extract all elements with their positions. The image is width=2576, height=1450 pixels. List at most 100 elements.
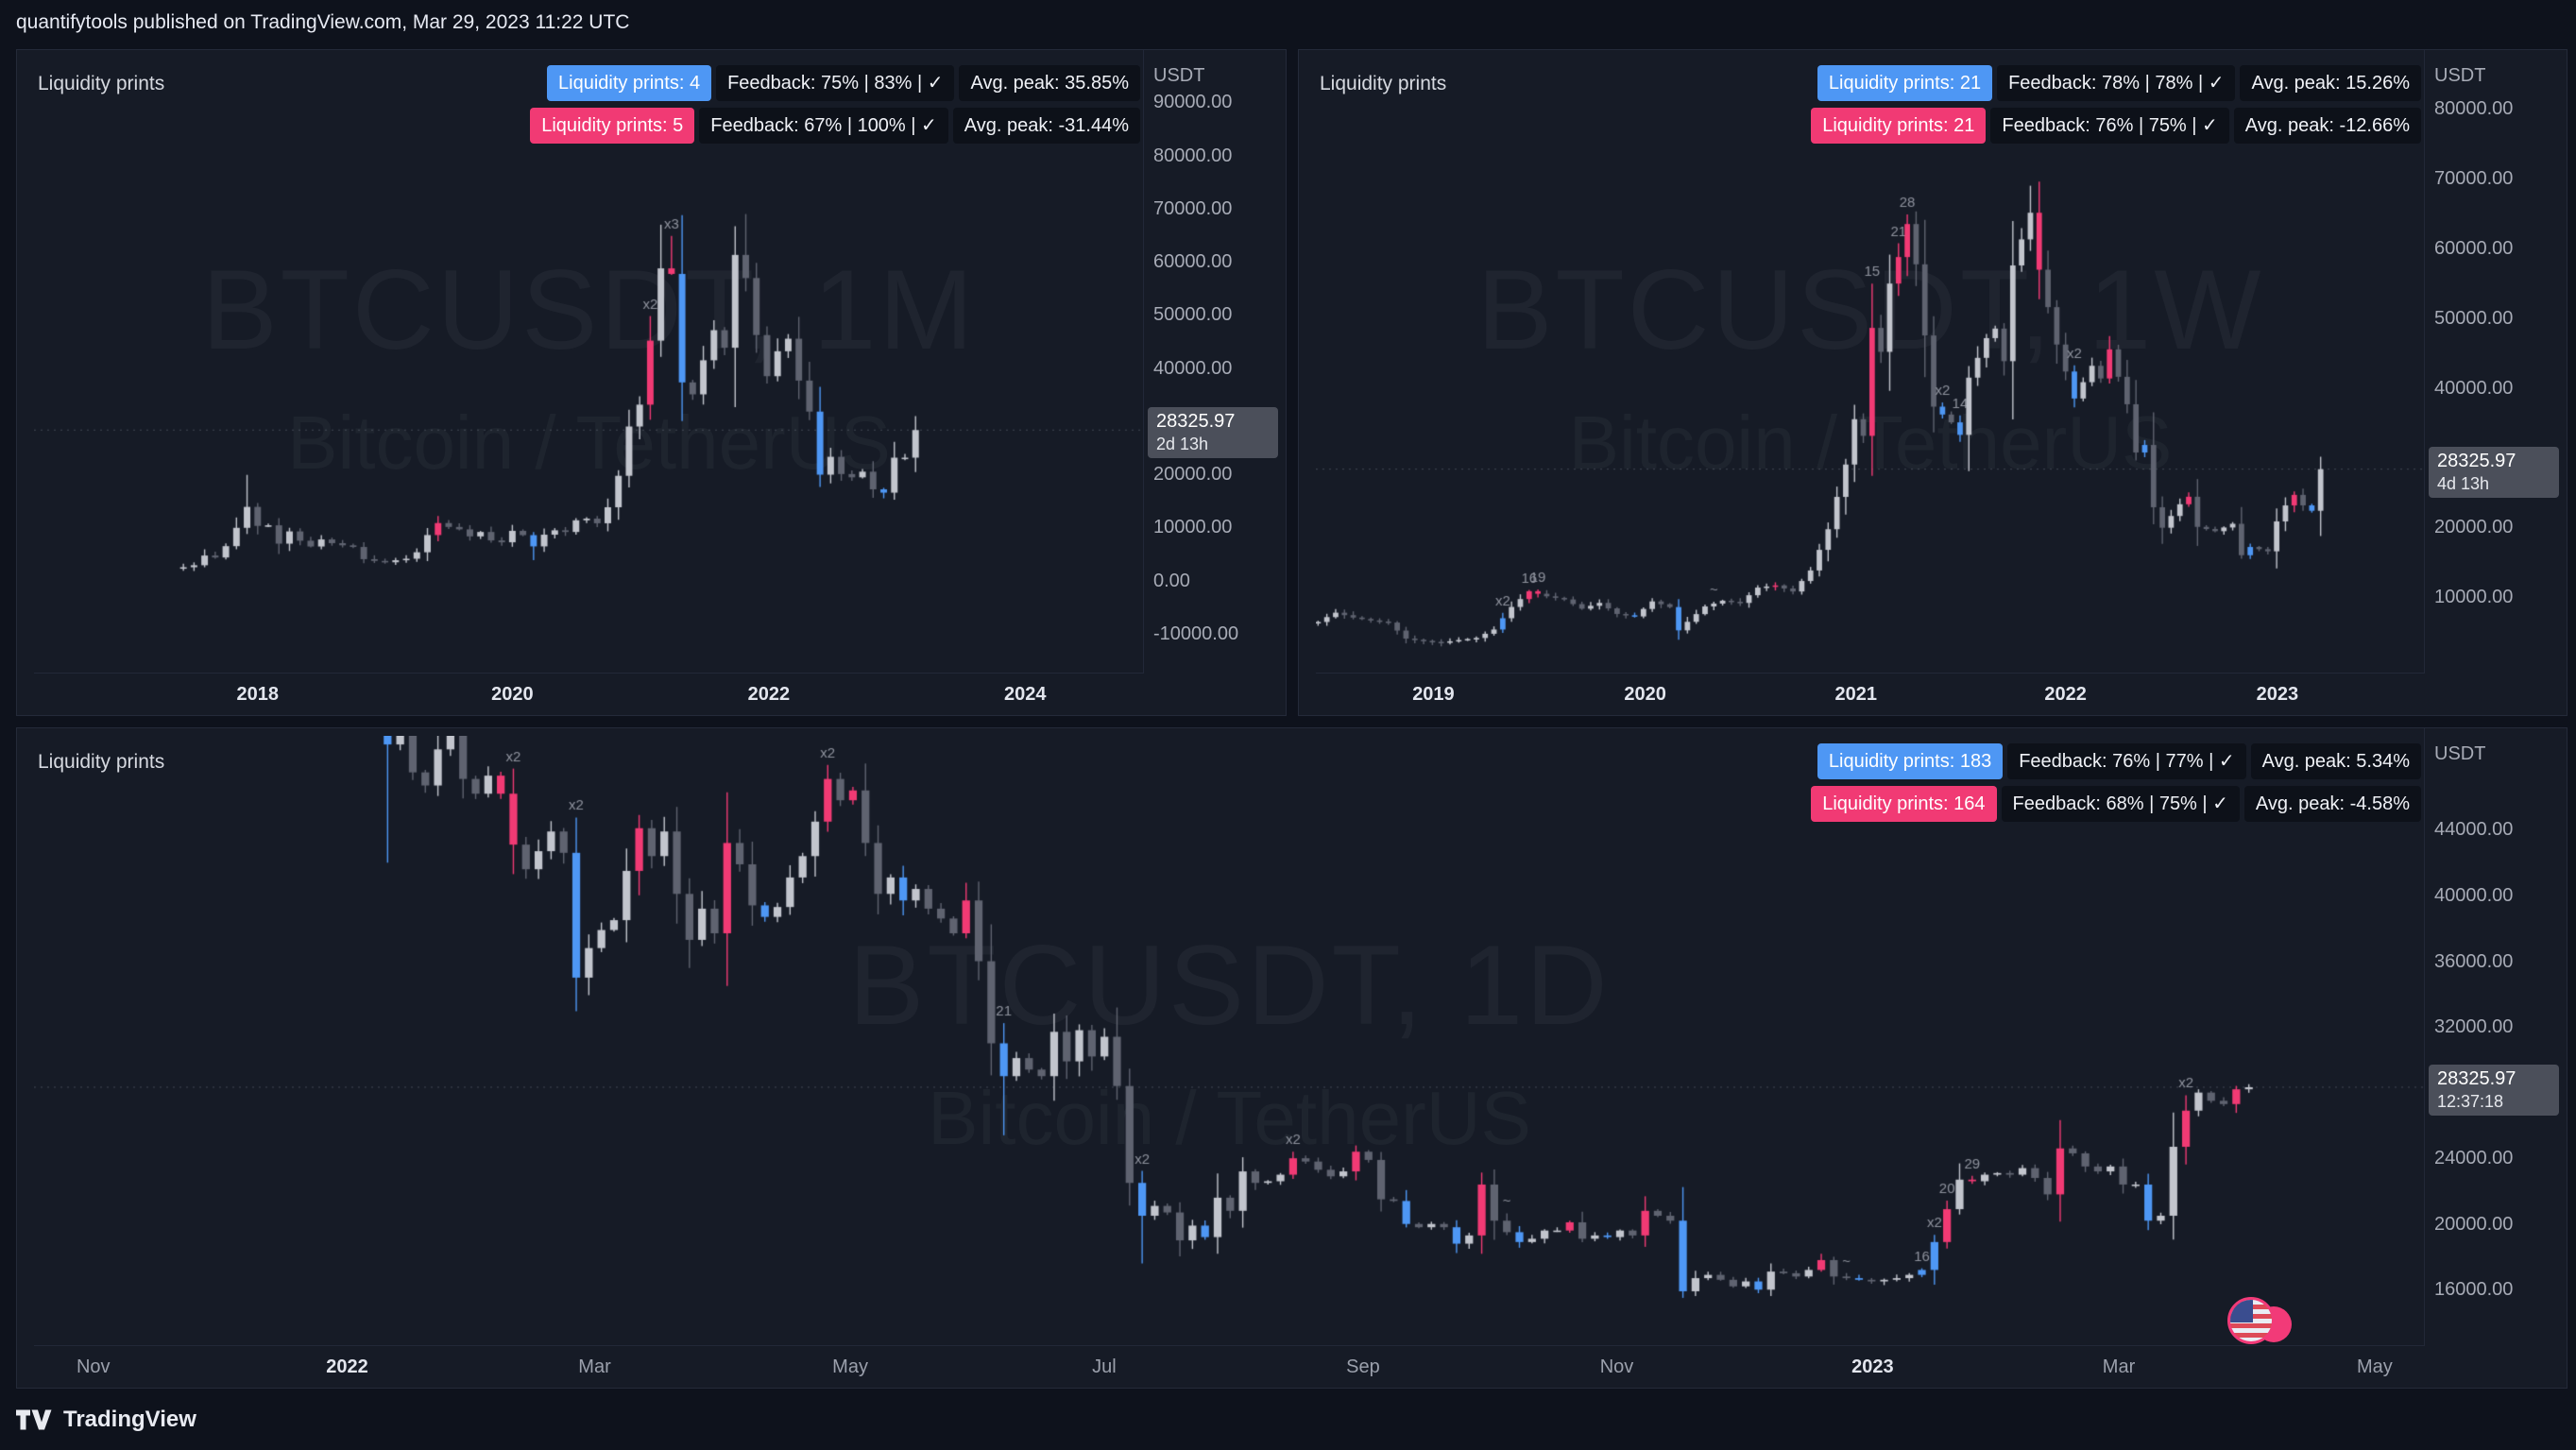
chart-plot-1w[interactable]: BTCUSDT, 1W Bitcoin / TetherUS Liquidity… [1316, 58, 2425, 674]
feedback-bull-badge: Feedback: 76% | 77% | ✓ [2007, 743, 2246, 779]
x-axis-tick: 2022 [747, 684, 791, 705]
feedback-bear-badge: Feedback: 67% | 100% | ✓ [699, 108, 948, 144]
feedback-bear-badge: Feedback: 68% | 75% | ✓ [2001, 786, 2240, 822]
x-axis-tick: 2024 [1004, 684, 1047, 705]
y-axis-tick: 50000.00 [2434, 307, 2514, 329]
current-price-label: 28325.97 2d 13h [1148, 407, 1278, 459]
price-value: 28325.97 [2437, 450, 2516, 471]
y-axis-tick: 60000.00 [2434, 237, 2514, 259]
currency-label: USDT [2434, 743, 2486, 764]
indicator-badges: Liquidity prints: 4 Feedback: 75% | 83% … [530, 65, 1140, 144]
y-axis-tick: 70000.00 [2434, 168, 2514, 190]
footer-brand[interactable]: TradingView [16, 1407, 196, 1433]
x-axis-tick: 2023 [2256, 684, 2299, 705]
current-price-label: 28325.97 4d 13h [2429, 446, 2559, 498]
x-axis-tick: 2023 [1851, 1356, 1894, 1377]
candlestick-canvas-1m[interactable] [34, 58, 1144, 674]
bull-badge-row: Liquidity prints: 183 Feedback: 76% | 77… [1817, 743, 2421, 779]
y-axis-tick: 32000.00 [2434, 1016, 2514, 1038]
chart-plot-1m[interactable]: BTCUSDT, 1M Bitcoin / TetherUS Liquidity… [34, 58, 1144, 674]
bear-badge-row: Liquidity prints: 164 Feedback: 68% | 75… [1811, 786, 2421, 822]
price-axis[interactable]: USDT 80000.00 70000.00 60000.00 50000.00 400… [2424, 50, 2567, 674]
time-axis[interactable]: Nov 2022 Mar May Jul Sep Nov 2023 Mar May [34, 1345, 2425, 1388]
bull-badge-row: Liquidity prints: 4 Feedback: 75% | 83% … [547, 65, 1140, 101]
x-axis-tick: May [2356, 1356, 2393, 1377]
x-axis-tick: Mar [2102, 1356, 2136, 1377]
indicator-title: Liquidity prints [1320, 73, 1447, 94]
y-axis-tick: 40000.00 [1153, 357, 1233, 379]
x-axis-tick: 2019 [1412, 684, 1455, 705]
bear-badge-row: Liquidity prints: 5 Feedback: 67% | 100%… [530, 108, 1140, 144]
candlestick-canvas-1d[interactable] [34, 736, 2425, 1346]
avg-peak-bull-badge: Avg. peak: 5.34% [2250, 743, 2421, 779]
y-axis-tick: 20000.00 [2434, 1213, 2514, 1235]
y-axis-tick: 40000.00 [2434, 885, 2514, 907]
liquidity-prints-bull-badge: Liquidity prints: 21 [1817, 65, 1993, 101]
indicator-badges: Liquidity prints: 183 Feedback: 76% | 77… [1811, 743, 2421, 822]
x-axis-tick: 2022 [2044, 684, 2087, 705]
x-axis-tick: Jul [1092, 1356, 1117, 1377]
y-axis-tick: 44000.00 [2434, 819, 2514, 841]
x-axis-tick: Nov [76, 1356, 111, 1377]
currency-label: USDT [2434, 65, 2486, 86]
y-axis-tick: 20000.00 [1153, 464, 1233, 486]
y-axis-tick: -10000.00 [1153, 623, 1239, 644]
us-flag-badge[interactable] [2227, 1297, 2275, 1344]
x-axis-tick: May [832, 1356, 868, 1377]
avg-peak-bear-badge: Avg. peak: -31.44% [952, 108, 1140, 144]
y-axis-tick: 80000.00 [2434, 98, 2514, 120]
bear-badge-row: Liquidity prints: 21 Feedback: 76% | 75%… [1811, 108, 2421, 144]
liquidity-prints-bear-badge: Liquidity prints: 5 [530, 108, 695, 144]
feedback-bear-badge: Feedback: 76% | 75% | ✓ [1990, 108, 2229, 144]
bar-countdown: 2d 13h [1156, 435, 1209, 454]
y-axis-tick: 60000.00 [1153, 251, 1233, 273]
y-axis-tick: 80000.00 [1153, 145, 1233, 166]
current-price-label: 28325.97 12:37:18 [2429, 1064, 2559, 1116]
liquidity-prints-bear-badge: Liquidity prints: 164 [1811, 786, 1997, 822]
y-axis-tick: 10000.00 [1153, 517, 1233, 538]
y-axis-tick: 40000.00 [2434, 377, 2514, 399]
avg-peak-bull-badge: Avg. peak: 15.26% [2240, 65, 2421, 101]
y-axis-tick: 50000.00 [1153, 304, 1233, 326]
x-axis-tick: 2022 [326, 1356, 368, 1377]
time-axis[interactable]: 2018 2020 2022 2024 [34, 673, 1144, 715]
bar-countdown: 12:37:18 [2437, 1091, 2504, 1111]
y-axis-tick: 90000.00 [1153, 92, 1233, 113]
indicator-badges: Liquidity prints: 21 Feedback: 78% | 78%… [1811, 65, 2421, 144]
indicator-title: Liquidity prints [38, 751, 165, 773]
liquidity-prints-bear-badge: Liquidity prints: 21 [1811, 108, 1987, 144]
x-axis-tick: Mar [578, 1356, 611, 1377]
price-value: 28325.97 [1156, 411, 1236, 433]
indicator-title: Liquidity prints [38, 73, 165, 94]
y-axis-tick: 70000.00 [1153, 197, 1233, 219]
avg-peak-bear-badge: Avg. peak: -4.58% [2243, 786, 2421, 822]
chart-panel-1w: BTCUSDT, 1W Bitcoin / TetherUS Liquidity… [1298, 49, 2567, 716]
price-axis[interactable]: USDT 90000.00 80000.00 70000.00 60000.00 500… [1143, 50, 1286, 674]
price-value: 28325.97 [2437, 1067, 2516, 1089]
x-axis-tick: 2020 [491, 684, 534, 705]
feedback-bull-badge: Feedback: 78% | 78% | ✓ [1997, 65, 2236, 101]
chart-plot-1d[interactable]: BTCUSDT, 1D Bitcoin / TetherUS Liquidity… [34, 736, 2425, 1346]
x-axis-tick: Sep [1346, 1356, 1380, 1377]
x-axis-tick: 2020 [1624, 684, 1666, 705]
liquidity-prints-bull-badge: Liquidity prints: 183 [1817, 743, 2004, 779]
tradingview-logo[interactable] [16, 1409, 54, 1430]
flag-canton [2230, 1300, 2253, 1322]
avg-peak-bull-badge: Avg. peak: 35.85% [959, 65, 1140, 101]
liquidity-prints-bull-badge: Liquidity prints: 4 [547, 65, 712, 101]
x-axis-tick: 2018 [236, 684, 280, 705]
price-axis[interactable]: USDT 44000.0040000.0036000.0032000.00280… [2424, 728, 2567, 1346]
y-axis-tick: 0.00 [1153, 570, 1190, 591]
y-axis-tick: 10000.00 [2434, 586, 2514, 607]
candlestick-canvas-1w[interactable] [1316, 58, 2425, 674]
brand-wordmark: TradingView [63, 1407, 196, 1432]
y-axis-tick: 24000.00 [2434, 1148, 2514, 1169]
bull-badge-row: Liquidity prints: 21 Feedback: 78% | 78%… [1817, 65, 2421, 101]
chart-panel-1d: BTCUSDT, 1D Bitcoin / TetherUS Liquidity… [16, 727, 2567, 1389]
currency-label: USDT [1153, 65, 1205, 86]
feedback-bull-badge: Feedback: 75% | 83% | ✓ [716, 65, 955, 101]
time-axis[interactable]: 2019 2020 2021 2022 2023 [1316, 673, 2425, 715]
avg-peak-bear-badge: Avg. peak: -12.66% [2233, 108, 2421, 144]
y-axis-tick: 20000.00 [2434, 517, 2514, 538]
x-axis-tick: 2021 [1834, 684, 1877, 705]
